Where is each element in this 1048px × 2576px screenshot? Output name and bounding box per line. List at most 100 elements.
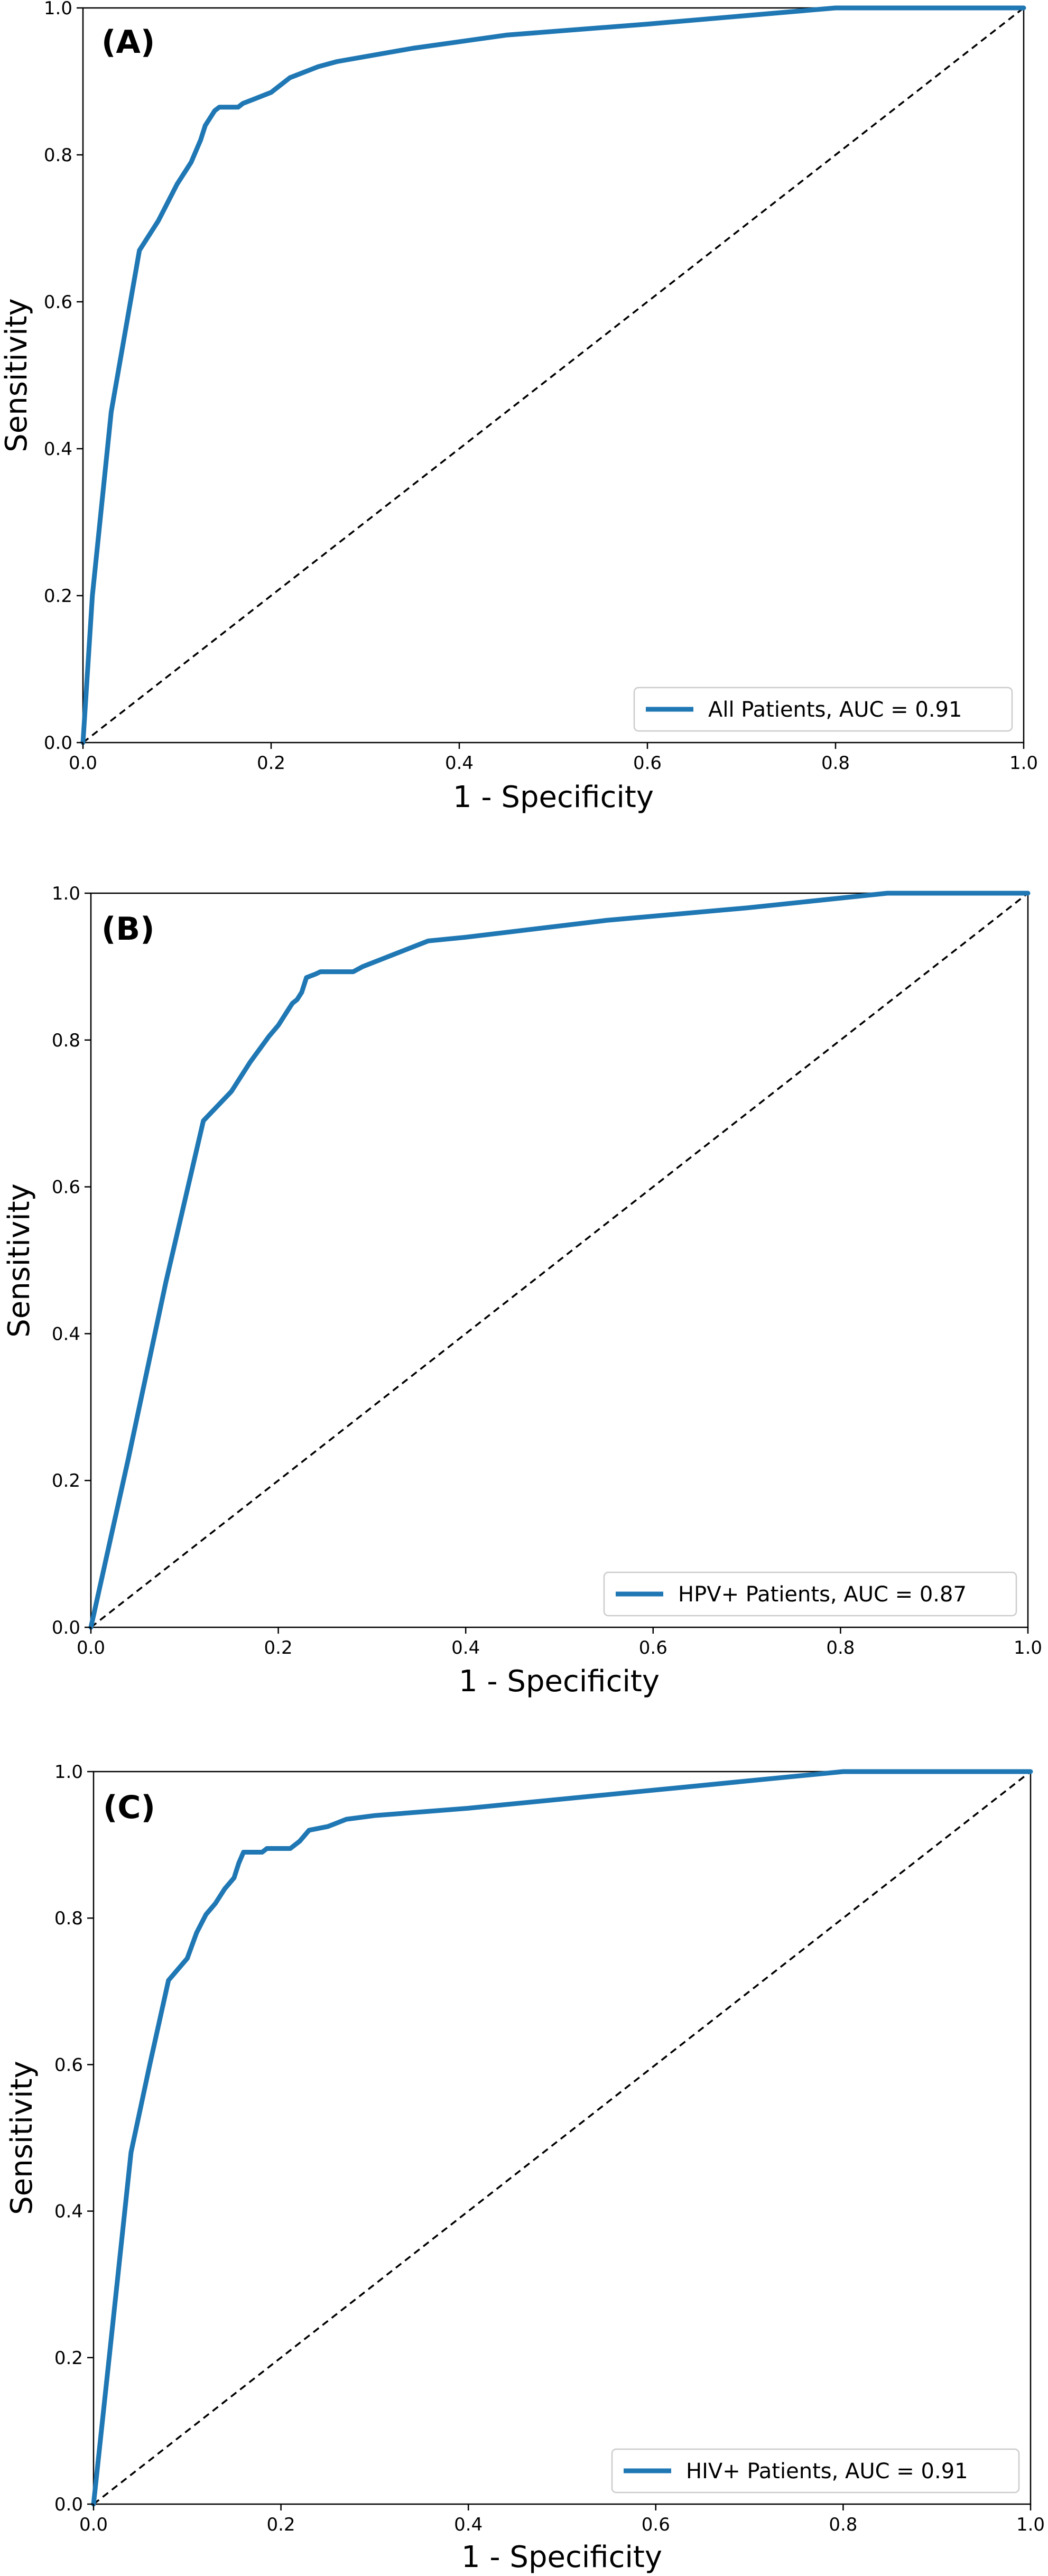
x-tick-label: 0.6 [639, 1637, 667, 1658]
y-tick: 0.6 [54, 2054, 94, 2075]
legend-box [633, 687, 1013, 732]
y-tick: 0.6 [52, 1177, 91, 1198]
x-tick: 0.2 [267, 2504, 295, 2535]
plot-frame [82, 7, 1025, 744]
chance-diagonal-line [82, 7, 1025, 744]
y-tick: 0.4 [54, 2201, 94, 2222]
x-tick: 0.0 [69, 743, 97, 774]
chance-diagonal-line [92, 1771, 1032, 2505]
x-tick: 0.0 [77, 1627, 105, 1658]
x-axis-label: 1 - Specificity [459, 1664, 660, 1699]
roc-panel-a: 0.0 0.2 0.4 0.6 0.8 1.0 0.0 0.2 0.4 0.6 0.8 1.0 (A… [0, 0, 1038, 814]
x-tick-label: 0.4 [451, 1637, 480, 1658]
panel-label: (B) [101, 911, 155, 948]
x-tick-label: 1.0 [1014, 1637, 1042, 1658]
x-tick: 0.4 [445, 743, 474, 774]
legend: HPV+ Patients, AUC = 0.87 [603, 1571, 1017, 1617]
x-axis-label: 1 - Specificity [453, 780, 654, 814]
y-tick-label: 0.8 [52, 1030, 80, 1051]
y-tick-label: 0.6 [52, 1177, 80, 1198]
roc-curve-line [91, 1769, 1033, 2507]
x-tick: 0.4 [454, 2504, 483, 2535]
x-tick-label: 1.0 [1009, 753, 1038, 774]
roc-panel-c: 0.0 0.2 0.4 0.6 0.8 1.0 0.0 0.2 0.4 0.6 0.8 1.0 (C… [5, 1762, 1045, 2574]
y-tick-label: 1.0 [54, 1762, 83, 1783]
legend-box [611, 2448, 1020, 2494]
legend-entry: All Patients, AUC = 0.91 [708, 698, 962, 722]
y-axis-label: Sensitivity [5, 2061, 39, 2215]
y-tick: 0.4 [44, 439, 83, 460]
x-axis-label: 1 - Specificity [461, 2540, 662, 2573]
y-tick: 0.2 [52, 1470, 91, 1491]
x-tick: 0.2 [264, 1627, 293, 1658]
y-tick-label: 0.0 [54, 2494, 83, 2515]
x-tick: 0.6 [639, 1627, 667, 1658]
y-tick-label: 0.4 [54, 2201, 83, 2222]
y-tick: 0.0 [52, 1617, 91, 1638]
y-tick: 0.4 [52, 1323, 91, 1345]
x-tick-label: 0.4 [445, 753, 474, 774]
legend: HIV+ Patients, AUC = 0.91 [611, 2448, 1020, 2494]
legend-entry: HIV+ Patients, AUC = 0.91 [686, 2459, 968, 2484]
x-tick-label: 0.2 [264, 1637, 293, 1658]
y-tick: 1.0 [52, 883, 91, 904]
y-tick-label: 0.8 [44, 145, 72, 166]
x-tick-label: 0.0 [79, 2514, 108, 2535]
x-tick: 0.4 [451, 1627, 480, 1658]
y-tick-label: 1.0 [44, 0, 72, 19]
x-tick: 0.6 [642, 2504, 670, 2535]
y-tick: 0.8 [54, 1908, 94, 1929]
y-tick-label: 0.6 [54, 2054, 83, 2075]
x-tick: 0.0 [79, 2504, 108, 2535]
x-tick: 0.8 [826, 1627, 855, 1658]
plot-frame [92, 1771, 1032, 2505]
y-tick-label: 0.2 [52, 1470, 80, 1491]
y-tick-label: 0.6 [44, 292, 72, 313]
x-tick-label: 0.8 [826, 1637, 855, 1658]
y-axis-label: Sensitivity [0, 298, 34, 452]
x-tick-label: 0.4 [454, 2514, 483, 2535]
y-tick: 0.8 [44, 145, 83, 166]
chance-diagonal-line [90, 892, 1029, 1628]
y-tick-label: 0.2 [44, 586, 72, 607]
y-tick-label: 0.2 [54, 2348, 83, 2369]
y-tick-label: 0.4 [52, 1323, 80, 1345]
roc-panel-b: 0.0 0.2 0.4 0.6 0.8 1.0 0.0 0.2 0.4 0.6 0.8 1.0 (B… [2, 883, 1042, 1699]
x-tick: 1.0 [1009, 743, 1038, 774]
x-tick: 0.8 [821, 743, 850, 774]
x-tick-label: 0.6 [642, 2514, 670, 2535]
x-tick-label: 1.0 [1016, 2514, 1045, 2535]
legend-entry: HPV+ Patients, AUC = 0.87 [678, 1582, 967, 1607]
y-tick-label: 0.4 [44, 439, 72, 460]
x-tick-label: 0.0 [69, 753, 97, 774]
panel-label: (A) [101, 24, 155, 61]
x-tick-label: 0.8 [821, 753, 850, 774]
x-tick-label: 0.6 [633, 753, 662, 774]
roc-curve-line [88, 891, 1031, 1630]
y-tick-label: 1.0 [52, 883, 80, 904]
x-tick: 0.6 [633, 743, 662, 774]
panel-label: (C) [103, 1789, 155, 1826]
x-tick-label: 0.2 [257, 753, 285, 774]
x-tick: 1.0 [1014, 1627, 1042, 1658]
legend-box [603, 1571, 1017, 1617]
y-tick: 0.2 [44, 586, 83, 607]
plot-frame [90, 892, 1029, 1628]
x-tick: 0.8 [829, 2504, 857, 2535]
x-tick-label: 0.8 [829, 2514, 857, 2535]
roc-curve-line [80, 5, 1026, 745]
y-tick: 0.8 [52, 1030, 91, 1051]
y-tick: 0.6 [44, 292, 83, 313]
y-tick: 1.0 [54, 1762, 94, 1783]
x-tick-label: 0.0 [77, 1637, 105, 1658]
x-tick: 1.0 [1016, 2504, 1045, 2535]
x-tick: 0.2 [257, 743, 285, 774]
y-tick: 0.0 [54, 2494, 94, 2515]
y-tick: 0.2 [54, 2348, 94, 2369]
legend: All Patients, AUC = 0.91 [633, 687, 1013, 732]
y-axis-label: Sensitivity [2, 1183, 36, 1338]
y-tick-label: 0.8 [54, 1908, 83, 1929]
y-tick-label: 0.0 [52, 1617, 80, 1638]
y-tick: 0.0 [44, 733, 83, 754]
